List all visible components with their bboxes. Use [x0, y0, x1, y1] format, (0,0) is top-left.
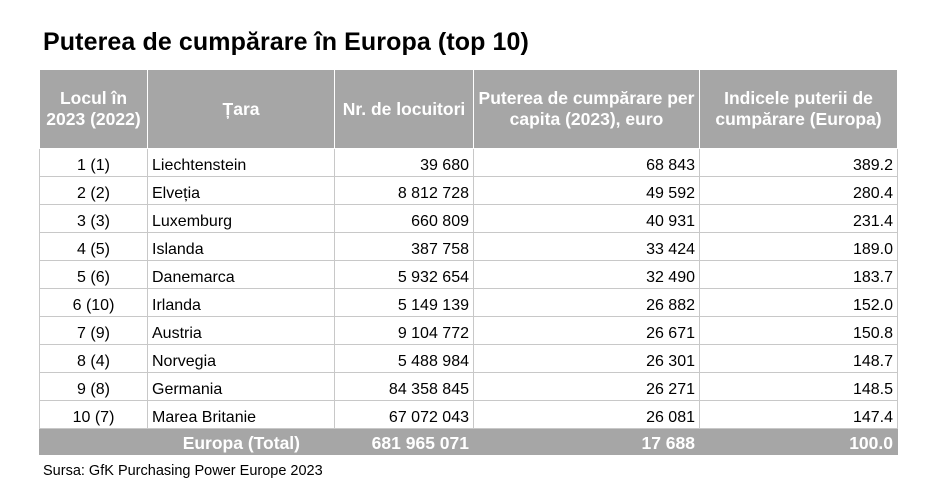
table-row: 3 (3) Luxemburg 660 809 40 931 231.4	[39, 204, 898, 233]
cell-rank: 6 (10)	[39, 288, 148, 317]
table-row: 1 (1) Liechtenstein 39 680 68 843 389.2	[39, 148, 898, 177]
cell-country: Danemarca	[147, 260, 335, 289]
cell-index: 150.8	[699, 316, 898, 345]
cell-per-capita: 26 882	[473, 288, 700, 317]
cell-country: Austria	[147, 316, 335, 345]
cell-per-capita: 33 424	[473, 232, 700, 261]
cell-index: 152.0	[699, 288, 898, 317]
cell-country: Marea Britanie	[147, 400, 335, 429]
cell-per-capita: 40 931	[473, 204, 700, 233]
table-row: 2 (2) Elveția 8 812 728 49 592 280.4	[39, 176, 898, 205]
table-row: 8 (4) Norvegia 5 488 984 26 301 148.7	[39, 344, 898, 373]
cell-country: Irlanda	[147, 288, 335, 317]
table-header-row: Locul în 2023 (2022) Țara Nr. de locuito…	[39, 69, 898, 149]
cell-population: 84 358 845	[334, 372, 474, 401]
cell-index: 389.2	[699, 148, 898, 177]
cell-rank: 4 (5)	[39, 232, 148, 261]
cell-index: 183.7	[699, 260, 898, 289]
header-rank: Locul în 2023 (2022)	[39, 69, 148, 149]
table-row: 5 (6) Danemarca 5 932 654 32 490 183.7	[39, 260, 898, 289]
cell-per-capita: 68 843	[473, 148, 700, 177]
cell-country: Islanda	[147, 232, 335, 261]
cell-per-capita: 32 490	[473, 260, 700, 289]
cell-index: 147.4	[699, 400, 898, 429]
header-country: Țara	[147, 69, 335, 149]
table-row: 4 (5) Islanda 387 758 33 424 189.0	[39, 232, 898, 261]
cell-rank: 7 (9)	[39, 316, 148, 345]
cell-country: Liechtenstein	[147, 148, 335, 177]
header-population: Nr. de locuitori	[334, 69, 474, 149]
cell-per-capita: 26 271	[473, 372, 700, 401]
total-label: Europa (Total)	[39, 428, 335, 455]
cell-population: 39 680	[334, 148, 474, 177]
table-row: 9 (8) Germania 84 358 845 26 271 148.5	[39, 372, 898, 401]
cell-rank: 3 (3)	[39, 204, 148, 233]
page-title: Puterea de cumpărare în Europa (top 10)	[43, 28, 529, 56]
cell-rank: 1 (1)	[39, 148, 148, 177]
cell-country: Elveția	[147, 176, 335, 205]
cell-country: Norvegia	[147, 344, 335, 373]
header-per-capita: Puterea de cumpărare per capita (2023), …	[473, 69, 700, 149]
table-row: 6 (10) Irlanda 5 149 139 26 882 152.0	[39, 288, 898, 317]
cell-population: 8 812 728	[334, 176, 474, 205]
cell-per-capita: 49 592	[473, 176, 700, 205]
cell-population: 660 809	[334, 204, 474, 233]
cell-per-capita: 26 301	[473, 344, 700, 373]
cell-index: 148.5	[699, 372, 898, 401]
purchasing-power-table: Locul în 2023 (2022) Țara Nr. de locuito…	[39, 69, 898, 455]
header-index: Indicele puterii de cumpărare (Europa)	[699, 69, 898, 149]
cell-population: 67 072 043	[334, 400, 474, 429]
cell-population: 9 104 772	[334, 316, 474, 345]
total-per-capita: 17 688	[473, 428, 700, 455]
cell-rank: 2 (2)	[39, 176, 148, 205]
total-population: 681 965 071	[334, 428, 474, 455]
cell-rank: 5 (6)	[39, 260, 148, 289]
cell-per-capita: 26 081	[473, 400, 700, 429]
cell-index: 280.4	[699, 176, 898, 205]
cell-country: Germania	[147, 372, 335, 401]
cell-index: 189.0	[699, 232, 898, 261]
cell-population: 387 758	[334, 232, 474, 261]
cell-population: 5 149 139	[334, 288, 474, 317]
source-note: Sursa: GfK Purchasing Power Europe 2023	[43, 463, 323, 479]
cell-population: 5 488 984	[334, 344, 474, 373]
cell-index: 231.4	[699, 204, 898, 233]
table-row: 10 (7) Marea Britanie 67 072 043 26 081 …	[39, 400, 898, 429]
cell-population: 5 932 654	[334, 260, 474, 289]
cell-country: Luxemburg	[147, 204, 335, 233]
cell-per-capita: 26 671	[473, 316, 700, 345]
total-index: 100.0	[699, 428, 898, 455]
cell-index: 148.7	[699, 344, 898, 373]
cell-rank: 9 (8)	[39, 372, 148, 401]
cell-rank: 10 (7)	[39, 400, 148, 429]
table-row: 7 (9) Austria 9 104 772 26 671 150.8	[39, 316, 898, 345]
cell-rank: 8 (4)	[39, 344, 148, 373]
total-row: Europa (Total) 681 965 071 17 688 100.0	[39, 428, 898, 455]
